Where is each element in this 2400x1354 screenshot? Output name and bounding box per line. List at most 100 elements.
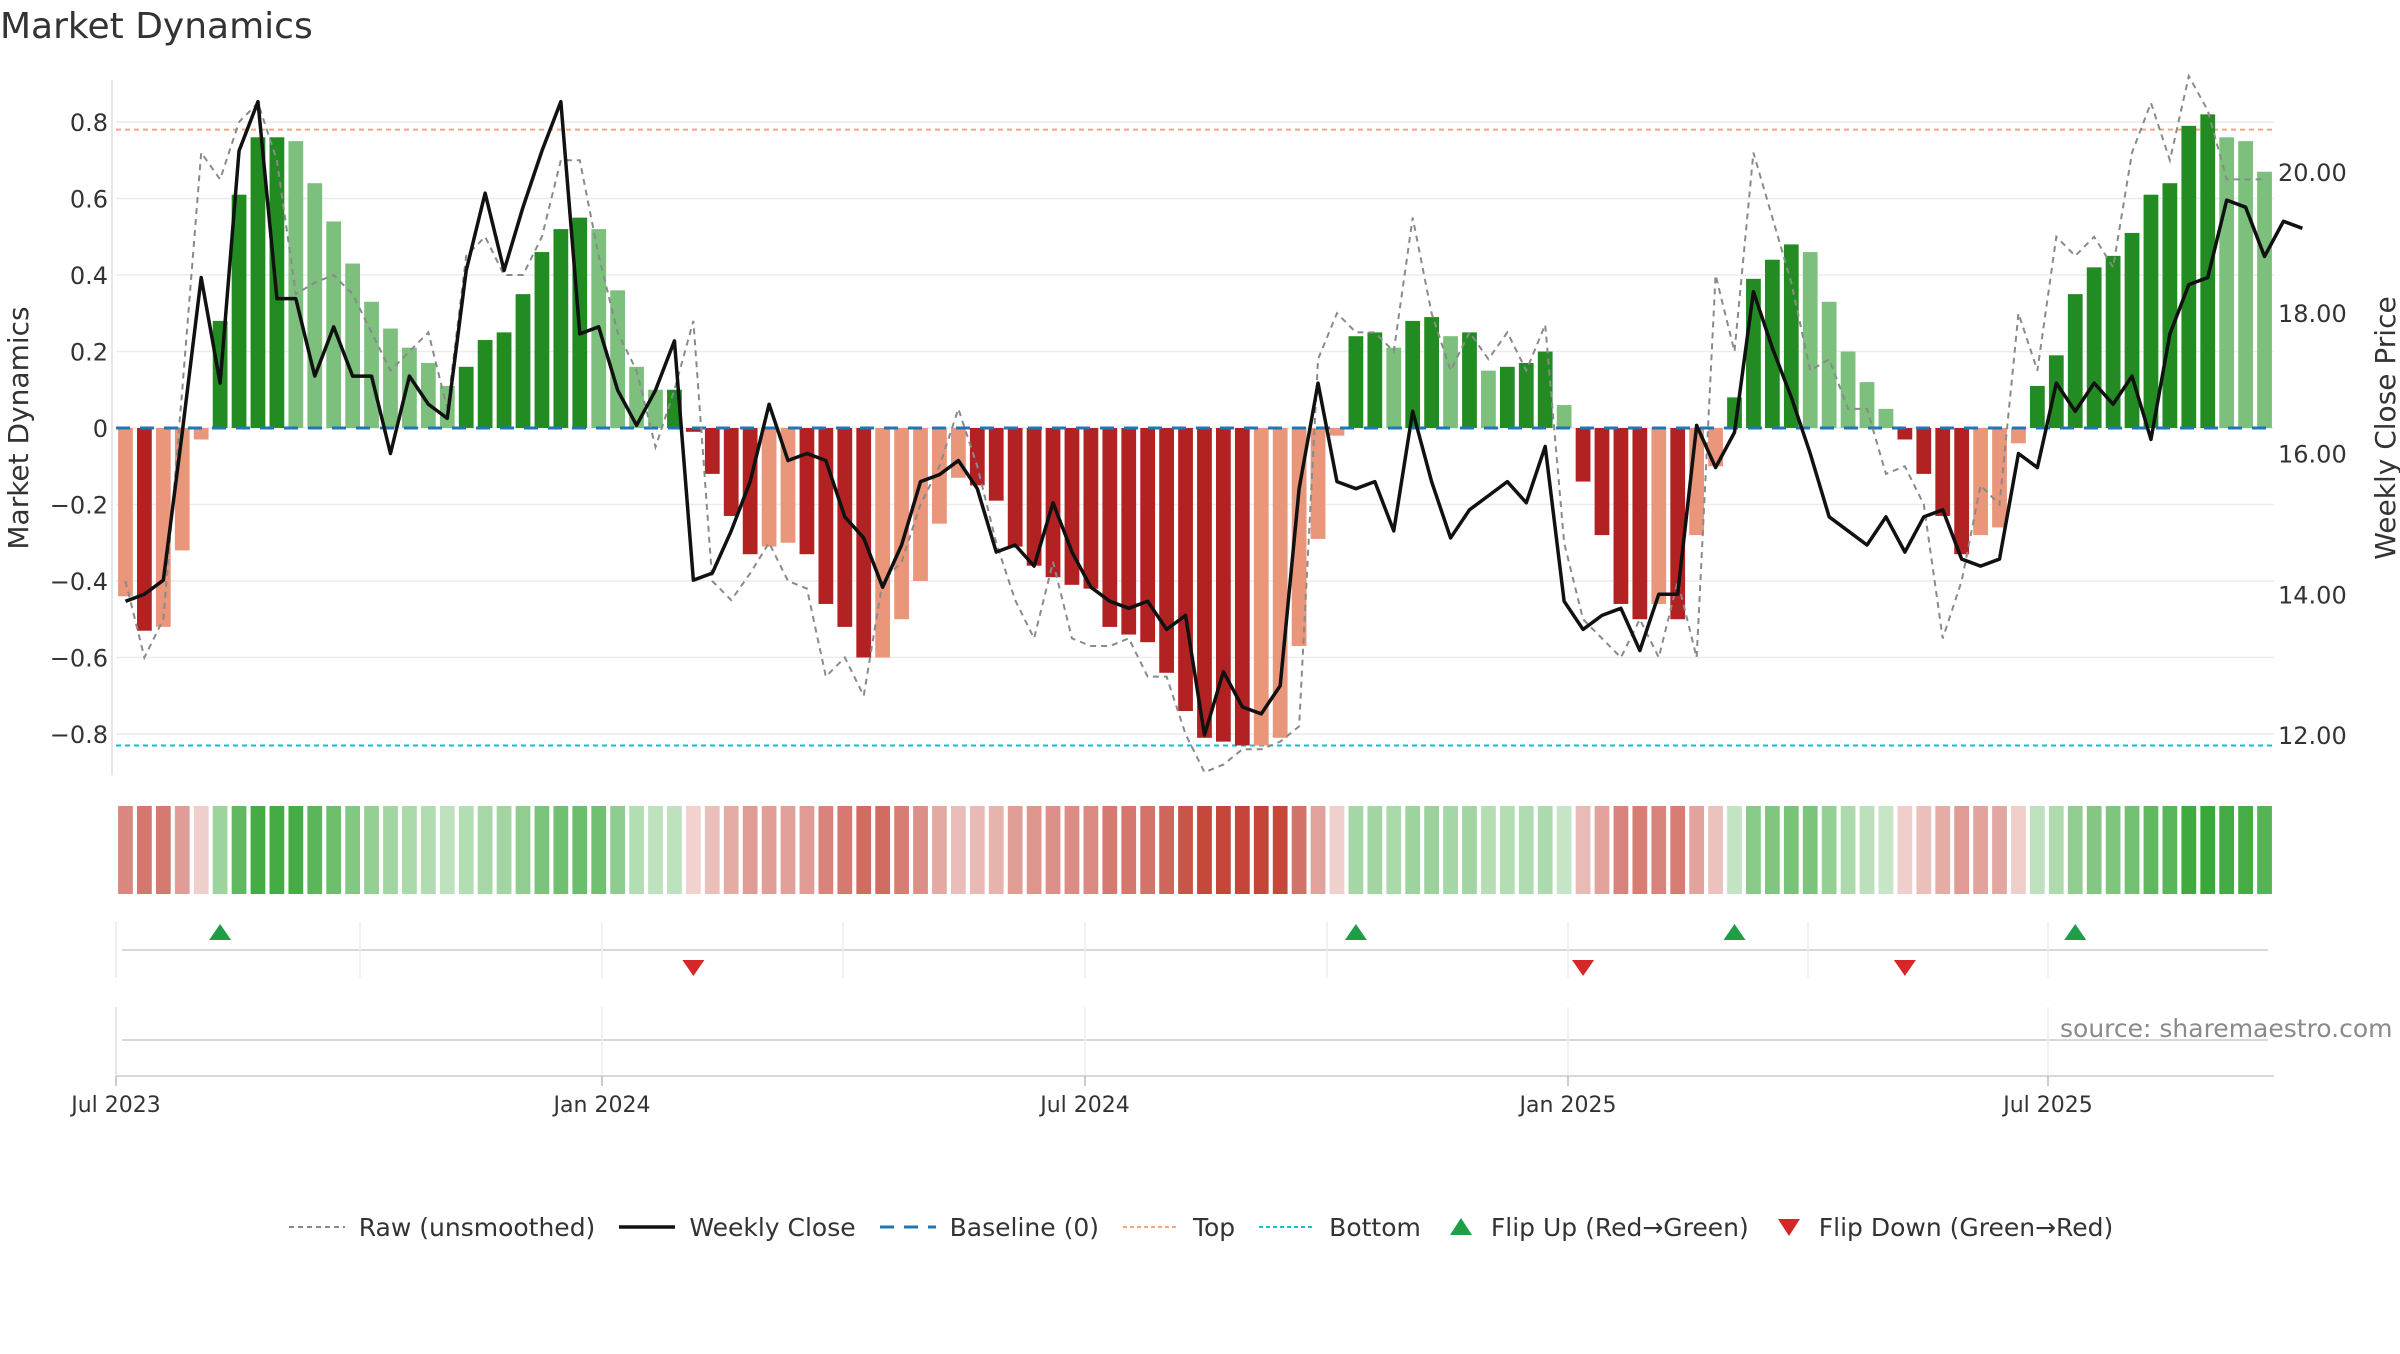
legend-flip-down: Flip Down (Green→Red) — [1771, 1212, 2114, 1242]
legend-top-swatch — [1122, 1226, 1179, 1228]
heat-strip-cell — [913, 806, 928, 894]
y-tick-label: −0.8 — [50, 721, 108, 749]
legend-bottom-label: Bottom — [1329, 1212, 1421, 1242]
dynamics-bar — [969, 428, 985, 486]
dynamics-bar — [2011, 428, 2026, 444]
dynamics-bar — [1253, 428, 1269, 746]
heat-strip-cell — [307, 806, 323, 894]
dynamics-bar — [1783, 244, 1799, 428]
heat-strip-cell — [2124, 806, 2140, 894]
dynamics-bar — [1613, 428, 1629, 604]
y-tick-label: −0.2 — [50, 492, 108, 520]
y-tick-label: 0.8 — [70, 109, 108, 137]
dynamics-bar — [137, 428, 152, 631]
heat-strip-cell — [1159, 806, 1174, 894]
dynamics-bar — [1140, 428, 1156, 643]
heat-strip-cell — [988, 806, 1004, 894]
heat-strip-cell — [1026, 806, 1042, 894]
legend-raw-label: Raw (unsmoothed) — [358, 1212, 596, 1242]
dynamics-bar — [1443, 336, 1458, 428]
flip-up-icon — [1449, 1218, 1472, 1235]
dynamics-bar — [1216, 428, 1231, 742]
heat-strip-cell — [2067, 806, 2083, 894]
heat-strip-cell — [799, 806, 815, 894]
dynamics-bar — [1821, 301, 1837, 428]
heat-strip-cell — [534, 806, 550, 894]
heat-strip-cell — [1897, 806, 1913, 894]
heat-strip-cell — [420, 806, 436, 894]
flip-down-icon — [1777, 1219, 1800, 1236]
heat-strip-cell — [2048, 806, 2064, 894]
flip-down-marker — [682, 960, 705, 976]
legend-close-swatch — [619, 1225, 676, 1229]
heat-strip-cell — [1405, 806, 1421, 894]
heat-strip-cell — [1821, 806, 1837, 894]
dynamics-bar — [761, 428, 777, 547]
heat-strip-cell — [383, 806, 398, 894]
heat-strip-cell — [572, 806, 588, 894]
heat-strip-cell — [1878, 806, 1894, 894]
legend-flip-down-label: Flip Down (Green→Red) — [1818, 1212, 2114, 1242]
x-tick-label: Jan 2025 — [1518, 1093, 1617, 1118]
heat-strip-cell — [1727, 806, 1742, 894]
dynamics-bar — [875, 428, 891, 658]
heat-strip-cell — [439, 806, 455, 894]
dynamics-bar — [496, 332, 512, 428]
heat-strip-cell — [137, 806, 152, 894]
heat-strip-cell — [1083, 806, 1099, 894]
heat-strip-cell — [1064, 806, 1080, 894]
legend-flip-up: Flip Up (Red→Green) — [1443, 1213, 1749, 1242]
heat-strip-cell — [118, 806, 133, 894]
y-tick-label: 0.6 — [70, 186, 108, 214]
legend-baseline-label: Baseline (0) — [949, 1212, 1099, 1242]
heat-strip-cell — [875, 806, 891, 894]
dynamics-bar — [723, 428, 739, 516]
heat-strip-cell — [364, 806, 379, 894]
dynamics-bar — [780, 428, 796, 543]
heat-strip-cell — [193, 806, 209, 894]
heat-strip-cell — [1234, 806, 1250, 894]
heat-strip-cell — [1935, 806, 1951, 894]
heat-strip-cell — [667, 806, 682, 894]
heat-strip-cell — [174, 806, 190, 894]
dynamics-bar — [2067, 294, 2083, 428]
heat-strip-cell — [2238, 806, 2253, 894]
legend-flip-up-label: Flip Up (Red→Green) — [1490, 1212, 1749, 1242]
x-tick-label: Jul 2025 — [2001, 1093, 2093, 1118]
dynamics-bar — [118, 428, 133, 597]
legend-top: Top — [1121, 1213, 1235, 1242]
dynamics-bar — [2029, 385, 2045, 428]
dynamics-bar — [704, 428, 720, 474]
dynamics-bar — [1405, 320, 1421, 428]
heat-strip-cell — [2257, 806, 2272, 894]
heat-strip-cell — [1291, 806, 1307, 894]
raw-series-line — [124, 73, 2265, 774]
dynamics-bar — [477, 340, 493, 428]
flip-down-marker — [1572, 960, 1595, 976]
y2-tick-label: 20.00 — [2278, 159, 2347, 187]
heat-strip-cell — [2181, 806, 2197, 894]
heat-strip-cell — [2162, 806, 2178, 894]
dynamics-bar — [1499, 366, 1515, 428]
heat-strip-cell — [2011, 806, 2026, 894]
flip-up-marker — [1344, 924, 1367, 940]
heat-strip-cell — [2219, 806, 2235, 894]
heat-strip-cell — [1121, 806, 1137, 894]
heat-strip-cell — [231, 806, 247, 894]
heat-strip-cell — [1746, 806, 1761, 894]
heat-strip-cell — [610, 806, 626, 894]
heat-strip-cell — [155, 806, 171, 894]
heat-strip-cell — [1045, 806, 1061, 894]
weekly-close-line — [124, 99, 2304, 737]
legend: Raw (unsmoothed) Weekly Close Baseline (… — [0, 1207, 2400, 1247]
dynamics-bar — [1348, 336, 1364, 428]
dynamics-bar — [174, 428, 190, 551]
heat-strip-cell — [1992, 806, 2007, 894]
heat-strip-cell — [1594, 806, 1610, 894]
dynamics-bar — [193, 428, 209, 440]
dynamics-bar — [2143, 194, 2159, 428]
heat-strip-cell — [932, 806, 947, 894]
heat-strip-cell — [1216, 806, 1231, 894]
dynamics-bar — [837, 428, 853, 627]
